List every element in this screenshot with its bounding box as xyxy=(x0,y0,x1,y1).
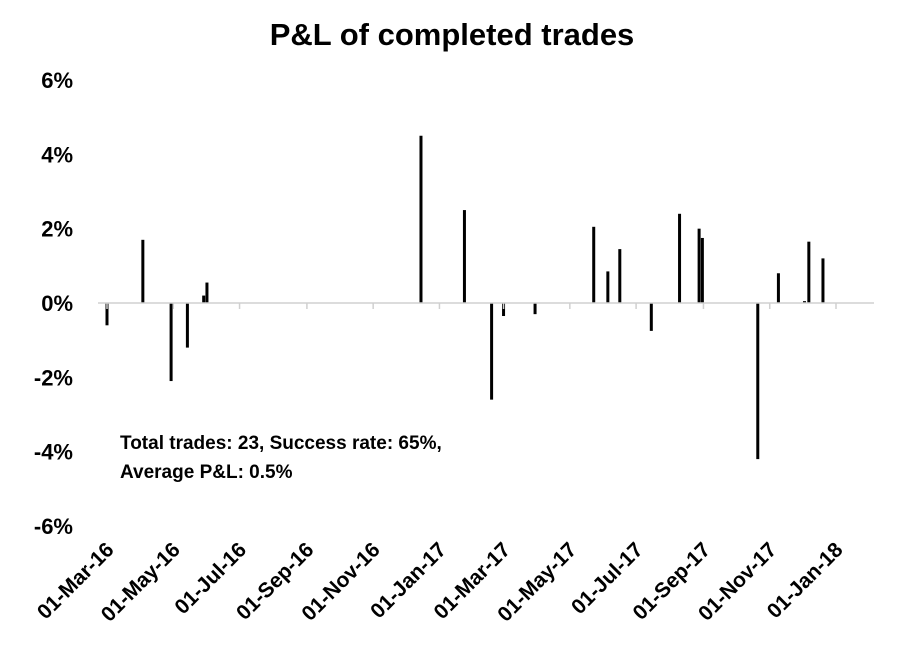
pnl-bar xyxy=(141,239,145,303)
pnl-bar xyxy=(756,303,760,460)
pnl-bar xyxy=(202,295,206,303)
pnl-bar xyxy=(502,303,506,317)
pnl-bar xyxy=(205,282,209,303)
y-tick-label: 4% xyxy=(41,142,73,167)
pnl-bar xyxy=(185,303,189,348)
pnl-bar xyxy=(821,258,825,303)
pnl-bar xyxy=(697,228,701,303)
bars-group xyxy=(105,135,825,460)
pnl-bar xyxy=(618,249,622,303)
pnl-bar xyxy=(700,237,704,303)
chart-title: P&L of completed trades xyxy=(270,17,635,52)
x-axis xyxy=(98,302,874,309)
pnl-bar xyxy=(490,303,494,400)
pnl-bar xyxy=(419,135,423,303)
pnl-bar xyxy=(649,303,653,331)
pnl-bar xyxy=(592,226,596,303)
pnl-bar xyxy=(169,303,173,382)
summary-annotation-line-2: Average P&L: 0.5% xyxy=(120,462,293,483)
y-tick-label: -4% xyxy=(34,440,73,465)
y-tick-label: 6% xyxy=(41,68,73,93)
pnl-bar xyxy=(606,271,610,303)
y-tick-label: 2% xyxy=(41,217,73,242)
y-axis-tick-labels: 6% 4% 2% 0% -2% -4% -6% xyxy=(34,68,73,539)
summary-annotation-line-1: Total trades: 23, Success rate: 65%, xyxy=(120,433,442,454)
pnl-bar xyxy=(776,273,780,303)
pnl-bar xyxy=(105,303,109,326)
y-tick-label: -2% xyxy=(34,365,73,390)
y-tick-label: 0% xyxy=(41,291,73,316)
pnl-bar xyxy=(462,210,466,303)
y-tick-label: -6% xyxy=(34,514,73,539)
pnl-bar xyxy=(678,213,682,303)
x-axis-tick-labels: 01-Mar-1601-May-1601-Jul-1601-Sep-1601-N… xyxy=(33,538,848,626)
pnl-bar xyxy=(802,301,806,303)
pnl-bar xyxy=(807,241,811,303)
pnl-bar xyxy=(533,303,537,315)
